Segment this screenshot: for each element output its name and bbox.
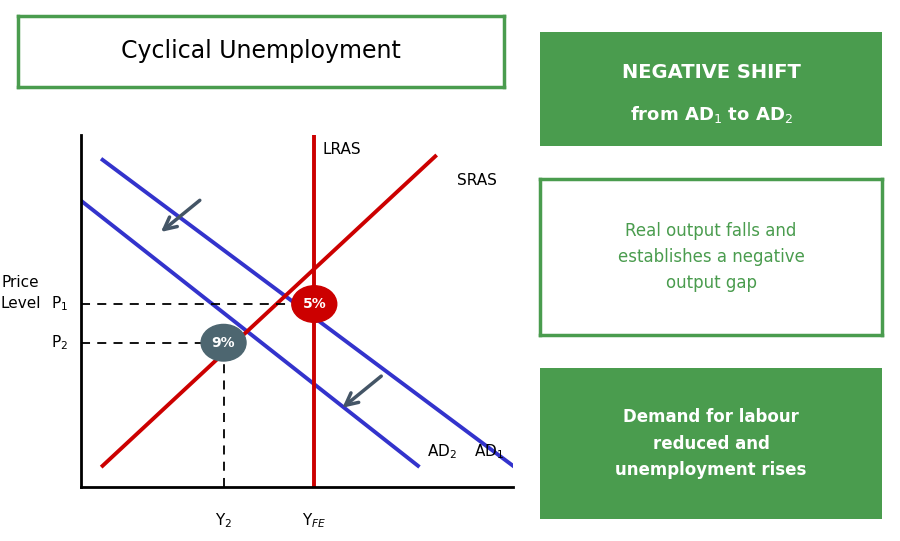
Circle shape: [292, 286, 337, 322]
Text: 9%: 9%: [212, 336, 236, 349]
Text: P$_1$: P$_1$: [51, 295, 68, 313]
Text: P$_2$: P$_2$: [51, 333, 68, 352]
Text: Price
Level: Price Level: [0, 275, 40, 312]
Text: NEGATIVE SHIFT: NEGATIVE SHIFT: [622, 63, 800, 82]
Text: Y$_2$: Y$_2$: [215, 512, 232, 530]
Text: 5%: 5%: [302, 297, 326, 311]
Text: Demand for labour
reduced and
unemployment rises: Demand for labour reduced and unemployme…: [616, 408, 806, 479]
Text: Y$_{FE}$: Y$_{FE}$: [302, 512, 327, 530]
Text: LRAS: LRAS: [323, 142, 362, 157]
Text: from AD$_1$ to AD$_2$: from AD$_1$ to AD$_2$: [629, 104, 793, 125]
Text: AD$_1$: AD$_1$: [474, 443, 504, 461]
Text: AD$_2$: AD$_2$: [427, 443, 456, 461]
Text: Cyclical Unemployment: Cyclical Unemployment: [122, 39, 400, 63]
Text: Real output falls and
establishes a negative
output gap: Real output falls and establishes a nega…: [617, 222, 805, 292]
Text: SRAS: SRAS: [457, 174, 497, 188]
Circle shape: [201, 325, 246, 361]
